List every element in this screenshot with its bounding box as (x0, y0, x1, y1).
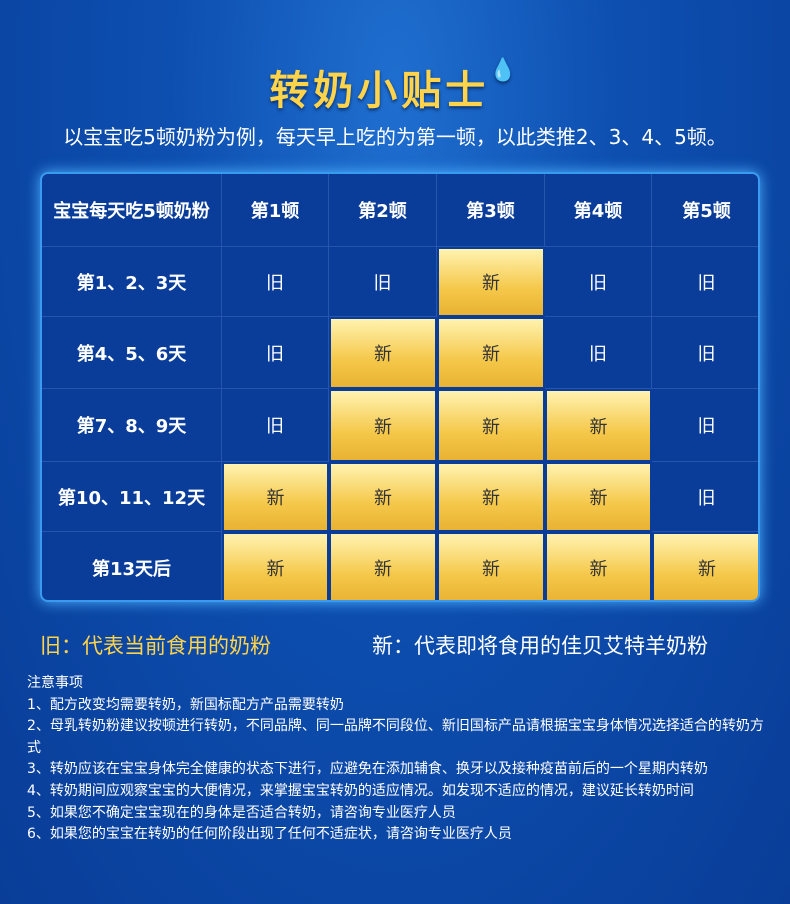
cell-new: 新 (437, 247, 545, 317)
table-header: 宝宝每天吃5顿奶粉 (42, 174, 222, 247)
table-header: 第5顿 (652, 174, 758, 247)
note-item: 1、配方改变均需要转奶，新国标配方产品需要转奶 (27, 696, 344, 713)
note-item: 6、如果您的宝宝在转奶的任何阶段出现了任何不适症状，请咨询专业医疗人员 (27, 826, 512, 843)
cell-old: 旧 (545, 247, 652, 317)
note-item: 2、母乳转奶粉建议按顿进行转奶，不同品牌、同一品牌不同段位、新旧国标产品请根据宝… (27, 718, 764, 756)
feeding-schedule-table: 宝宝每天吃5顿奶粉 第1顿 第2顿 第3顿 第4顿 第5顿 第1、2、3天旧旧新旧旧第4、5… (40, 172, 760, 602)
row-label: 第1、2、3天 (42, 247, 222, 317)
page-title: 转奶小贴士💧 (0, 58, 790, 116)
cell-new: 新 (437, 462, 545, 532)
subtitle: 以宝宝吃5顿奶粉为例，每天早上吃的为第一顿，以此类推2、3、4、5顿。 (63, 125, 727, 149)
row-label: 第4、5、6天 (42, 317, 222, 389)
cell-new: 新 (437, 317, 545, 389)
table-header: 第3顿 (437, 174, 545, 247)
cell-new: 新 (329, 462, 437, 532)
table-header: 第4顿 (545, 174, 652, 247)
cell-new: 新 (329, 532, 437, 600)
row-label: 第10、11、12天 (42, 462, 222, 532)
notes-title: 注意事项 (27, 675, 83, 691)
legend-old: 旧：代表当前食用的奶粉 (40, 634, 271, 658)
note-item: 4、转奶期间应观察宝宝的大便情况，来掌握宝宝转奶的适应情况。如发现不适应的情况，… (27, 782, 694, 799)
milk-drop-icon: 💧 (489, 58, 521, 83)
cell-new: 新 (222, 462, 329, 532)
note-item: 3、转奶应该在宝宝身体完全健康的状态下进行，应避免在添加辅食、换牙以及接种疫苗前… (27, 761, 708, 778)
legend-new: 新：代表即将食用的佳贝艾特羊奶粉 (372, 634, 708, 658)
cell-new: 新 (545, 389, 652, 462)
cell-old: 旧 (222, 389, 329, 462)
cell-new: 新 (329, 389, 437, 462)
cell-old: 旧 (652, 389, 758, 462)
cell-new: 新 (437, 532, 545, 600)
table-header: 第2顿 (329, 174, 437, 247)
row-label: 第13天后 (42, 532, 222, 600)
cell-old: 旧 (652, 462, 758, 532)
cell-old: 旧 (652, 247, 758, 317)
cell-old: 旧 (545, 317, 652, 389)
cell-new: 新 (545, 532, 652, 600)
cell-new: 新 (545, 462, 652, 532)
cell-new: 新 (652, 532, 758, 600)
cell-old: 旧 (329, 247, 437, 317)
table-header: 第1顿 (222, 174, 329, 247)
cell-old: 旧 (652, 317, 758, 389)
cell-old: 旧 (222, 247, 329, 317)
note-item: 5、如果您不确定宝宝现在的身体是否适合转奶，请咨询专业医疗人员 (27, 804, 456, 821)
cell-new: 新 (222, 532, 329, 600)
cell-old: 旧 (222, 317, 329, 389)
notes-section: 注意事项 1、配方改变均需要转奶，新国标配方产品需要转奶 2、母乳转奶粉建议按顿进… (27, 673, 777, 846)
cell-new: 新 (329, 317, 437, 389)
title-text: 转奶小贴士 (269, 68, 490, 114)
row-label: 第7、8、9天 (42, 389, 222, 462)
cell-new: 新 (437, 389, 545, 462)
